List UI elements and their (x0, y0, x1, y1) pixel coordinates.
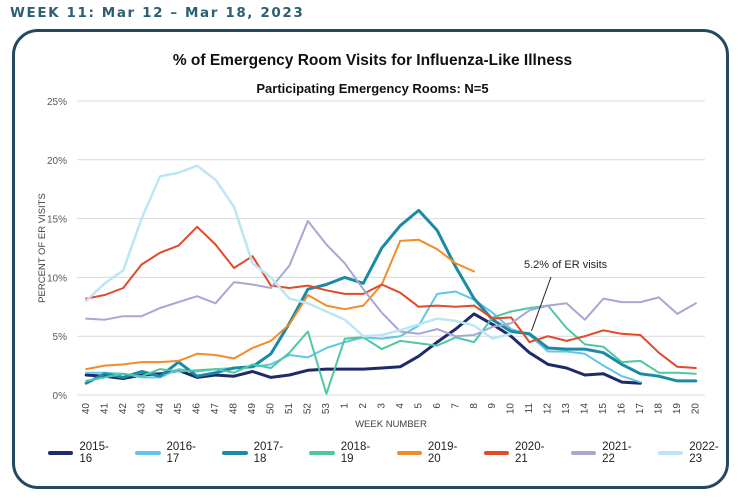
x-tick-label: 8 (469, 403, 480, 409)
chart-title: % of Emergency Room Visits for Influenza… (172, 52, 573, 69)
legend-label: 2018-19 (340, 441, 371, 465)
legend-swatch (483, 451, 510, 455)
x-tick-label: 44 (155, 403, 166, 415)
legend-swatch (570, 451, 597, 455)
legend-swatch (657, 451, 684, 455)
y-tick-label: 20% (47, 156, 67, 167)
y-tick-label: 25% (47, 97, 67, 108)
legend-item-2016-17: 2016-17 (135, 441, 202, 465)
x-tick-label: 19 (672, 403, 683, 415)
series-line-2018-19 (85, 304, 697, 395)
legend-label: 2020-21 (515, 441, 545, 465)
x-tick-label: 16 (617, 403, 628, 415)
series-line-2021-22 (85, 220, 697, 338)
legend-label: 2016-17 (166, 441, 196, 465)
y-tick-label: 15% (47, 215, 67, 226)
x-tick-label: 50 (266, 403, 277, 415)
series-line-2022-23 (84, 164, 513, 340)
chart-legend: 2015-16 2016-17 2017-18 2018-19 2019-20 2020-… (48, 441, 745, 465)
legend-label: 2022-23 (689, 441, 719, 465)
x-tick-label: 47 (210, 403, 221, 415)
y-tick-label: 5% (53, 332, 68, 343)
legend-swatch (222, 451, 248, 455)
x-tick-label: 53 (321, 403, 332, 415)
x-tick-label: 49 (247, 403, 258, 415)
x-tick-label: 41 (99, 403, 110, 415)
x-tick-label: 3 (376, 403, 387, 409)
x-tick-label: 48 (229, 403, 240, 415)
x-tick-label: 42 (118, 403, 129, 415)
x-tick-label: 7 (450, 403, 461, 409)
legend-item-2021-22: 2021-22 (570, 441, 638, 465)
x-axis-label: WEEK NUMBER (355, 419, 427, 430)
annotation-leader (531, 276, 552, 332)
x-tick-label: 11 (524, 403, 535, 414)
x-tick-label: 46 (192, 403, 203, 415)
x-tick-label: 9 (487, 403, 498, 409)
x-tick-label: 1 (339, 403, 350, 409)
series-line-2020-21 (85, 225, 697, 369)
x-tick-label: 2 (358, 403, 369, 409)
legend-swatch (396, 451, 422, 455)
x-tick-label: 40 (81, 403, 92, 415)
legend-swatch (48, 451, 74, 455)
x-tick-label: 13 (561, 403, 572, 415)
x-tick-label: 18 (653, 403, 664, 415)
x-tick-label: 6 (432, 403, 443, 409)
x-tick-label: 43 (136, 403, 147, 415)
y-tick-label: 0% (53, 391, 68, 402)
legend-item-2022-23: 2022-23 (657, 441, 725, 465)
legend-label: 2015-16 (79, 441, 109, 465)
x-tick-label: 51 (284, 403, 295, 415)
legend-label: 2021-22 (602, 441, 632, 465)
legend-item-2015-16: 2015-16 (48, 441, 115, 465)
legend-swatch (135, 451, 161, 455)
series-line-2017-18 (84, 208, 698, 385)
x-tick-label: 12 (543, 403, 554, 415)
week-header: WEEK 11: Mar 12 – Mar 18, 2023 (10, 5, 305, 21)
legend-label: 2019-20 (427, 441, 458, 465)
y-tick-label: 10% (47, 273, 67, 284)
x-tick-label: 14 (580, 403, 591, 415)
x-tick-label: 52 (303, 403, 314, 415)
legend-label: 2017-18 (253, 441, 284, 465)
legend-item-2020-21: 2020-21 (483, 441, 551, 465)
annotation-label: 5.2% of ER visits (524, 259, 608, 271)
series-line-2019-20 (85, 238, 476, 371)
chart-subtitle: Participating Emergency Rooms: N=5 (256, 81, 489, 96)
x-tick-label: 45 (173, 403, 184, 415)
y-axis-label: PERCENT OF ER VISITS (37, 193, 48, 303)
series-line-2015-16 (84, 312, 642, 385)
legend-item-2017-18: 2017-18 (222, 441, 289, 465)
x-tick-label: 20 (690, 403, 701, 415)
chart-card (12, 29, 729, 489)
x-tick-label: 5 (413, 403, 424, 409)
x-tick-label: 10 (506, 403, 517, 415)
legend-swatch (309, 451, 335, 455)
legend-item-2019-20: 2019-20 (396, 441, 464, 465)
legend-item-2018-19: 2018-19 (309, 441, 376, 465)
x-tick-label: 17 (635, 403, 646, 415)
x-tick-label: 4 (395, 403, 406, 409)
x-tick-label: 15 (598, 403, 609, 415)
